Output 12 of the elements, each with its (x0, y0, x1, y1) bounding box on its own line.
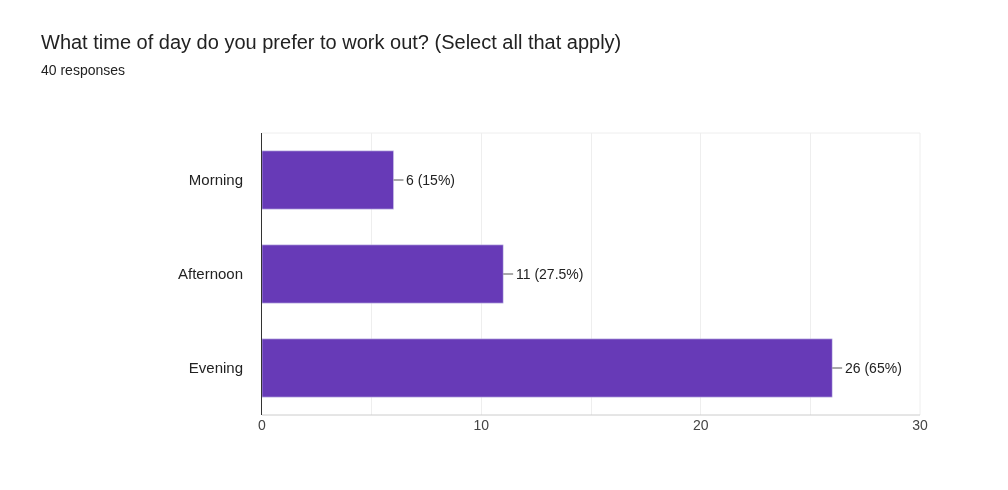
y-tick-label: Afternoon (177, 265, 243, 283)
data-label: 6 (15%) (406, 172, 456, 188)
x-tick-label: 20 (692, 417, 709, 433)
data-label: 26 (65%) (845, 360, 902, 376)
x-tick-label: 0 (258, 417, 267, 433)
y-tick-label: Morning (188, 171, 243, 189)
x-tick-label: 30 (912, 417, 928, 433)
text: 40 responses (41, 62, 126, 78)
chart-title: What time of day do you prefer to work out? (Select all that apply) (41, 31, 622, 53)
y-tick-label: Evening (188, 359, 243, 377)
x-tick-label: 10 (473, 417, 490, 433)
data-label: 11 (27.5%) (516, 266, 584, 282)
